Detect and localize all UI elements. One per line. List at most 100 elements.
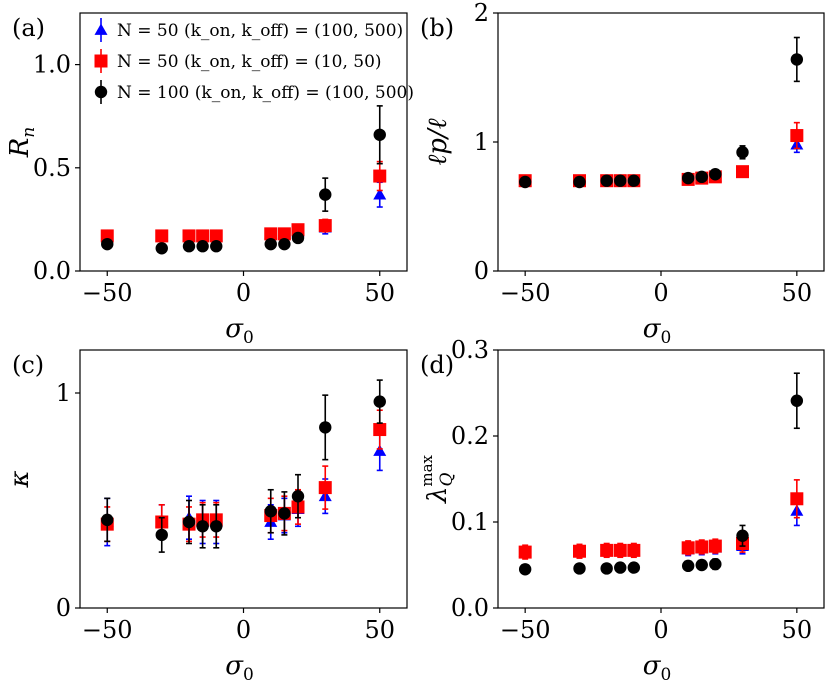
x-tick-label: 50 [364, 279, 395, 307]
data-point [209, 229, 223, 243]
series-square [518, 479, 804, 560]
series-triangle [518, 495, 804, 559]
data-point [373, 395, 386, 408]
y-tick-label: 0 [474, 257, 489, 285]
legend: N = 50 (k_on, k_off) = (100, 500) N = 50 … [94, 18, 414, 104]
y-tick-label: 1 [474, 128, 489, 156]
legend-marker [94, 54, 108, 68]
data-point [373, 444, 387, 456]
panel-label: (c) [12, 351, 44, 379]
data-point [614, 561, 627, 574]
data-point [681, 171, 695, 185]
data-point [278, 507, 291, 520]
data-point [277, 227, 291, 241]
panel-4: −50 0 50 0.0 0.1 0.2 0.3 σ0 λQmax [418, 336, 825, 682]
series-circle [518, 372, 804, 576]
data-point [790, 129, 804, 143]
y-tick-label: 1 [56, 379, 71, 407]
y-tick-label: 0.5 [33, 154, 71, 182]
y-tick-label: 0.0 [33, 257, 71, 285]
data-point [600, 543, 614, 557]
data-point [518, 563, 532, 576]
y-tick-label: 0 [56, 594, 71, 622]
legend-marker [94, 85, 108, 99]
data-point [518, 545, 532, 559]
data-point [573, 544, 586, 558]
data-point [600, 562, 613, 575]
x-tick-label: 50 [782, 616, 813, 644]
x-tick-label: 50 [782, 279, 813, 307]
data-point [182, 240, 196, 253]
data-point [210, 520, 223, 533]
data-point [264, 227, 278, 241]
data-point [373, 169, 387, 183]
y-tick-label: 0.1 [451, 508, 489, 536]
legend-marker [94, 23, 108, 35]
data-point [695, 170, 708, 184]
data-point [790, 394, 804, 407]
x-tick-label: −50 [82, 279, 133, 307]
data-point [155, 242, 168, 255]
y-tick-label: 0.2 [451, 422, 489, 450]
plot-frame [497, 12, 825, 272]
x-tick-label: 0 [653, 616, 668, 644]
data-point [196, 229, 210, 243]
data-point [318, 481, 332, 495]
data-point [319, 421, 332, 434]
legend-entry: N = 50 (k_on, k_off) = (10, 50) [117, 52, 382, 72]
y-axis-title: κ [5, 470, 35, 488]
panel-1: −50 0 50 0.0 0.5 1.0 σ0 Rn [5, 12, 408, 348]
x-axis-title: σ0 [225, 651, 254, 682]
x-tick-label: −50 [82, 616, 133, 644]
x-tick-label: −50 [500, 279, 551, 307]
data-point [613, 543, 627, 557]
data-point [681, 541, 695, 555]
data-point [627, 543, 641, 557]
data-point [264, 505, 277, 518]
data-point [790, 53, 804, 66]
data-point [614, 174, 627, 187]
panel-2: −50 0 50 0 1 2 σ0 ℓp/ℓ [423, 0, 825, 348]
data-point [681, 559, 695, 573]
data-point [695, 558, 708, 572]
x-axis-title: σ0 [643, 314, 672, 348]
data-point [291, 231, 305, 245]
series-triangle [100, 430, 387, 547]
series-circle [101, 105, 386, 255]
x-tick-label: 0 [236, 616, 251, 644]
data-point [101, 513, 114, 527]
data-point [709, 168, 722, 181]
plot-frame [79, 349, 408, 609]
data-point [518, 175, 532, 189]
data-point [600, 174, 613, 187]
series-circle [101, 379, 386, 553]
x-tick-label: −50 [500, 616, 551, 644]
data-point [736, 529, 749, 542]
x-axis-title: σ0 [643, 651, 672, 682]
data-point [709, 557, 722, 571]
data-point [627, 561, 641, 574]
data-point [196, 240, 209, 253]
x-tick-label: 50 [364, 616, 395, 644]
panel-label: (d) [420, 351, 454, 379]
series-square [100, 160, 387, 243]
data-point [196, 520, 209, 533]
series-square [518, 121, 804, 188]
series-square [100, 409, 387, 543]
data-point [155, 229, 169, 243]
plot-frame [497, 349, 825, 609]
data-point [573, 562, 586, 575]
legend-entry: N = 50 (k_on, k_off) = (100, 500) [117, 21, 403, 41]
panel-label: (a) [12, 14, 45, 42]
data-point [373, 188, 387, 200]
series-triangle [100, 181, 387, 241]
y-tick-label: 2 [474, 0, 489, 27]
data-point [291, 490, 305, 503]
data-point [736, 165, 749, 179]
data-point [627, 174, 641, 187]
legend-entry: N = 100 (k_on, k_off) = (100, 500) [117, 83, 414, 103]
y-axis-title: λQmax [418, 454, 457, 504]
y-axis-title: Rn [5, 127, 39, 159]
data-point [318, 219, 332, 233]
